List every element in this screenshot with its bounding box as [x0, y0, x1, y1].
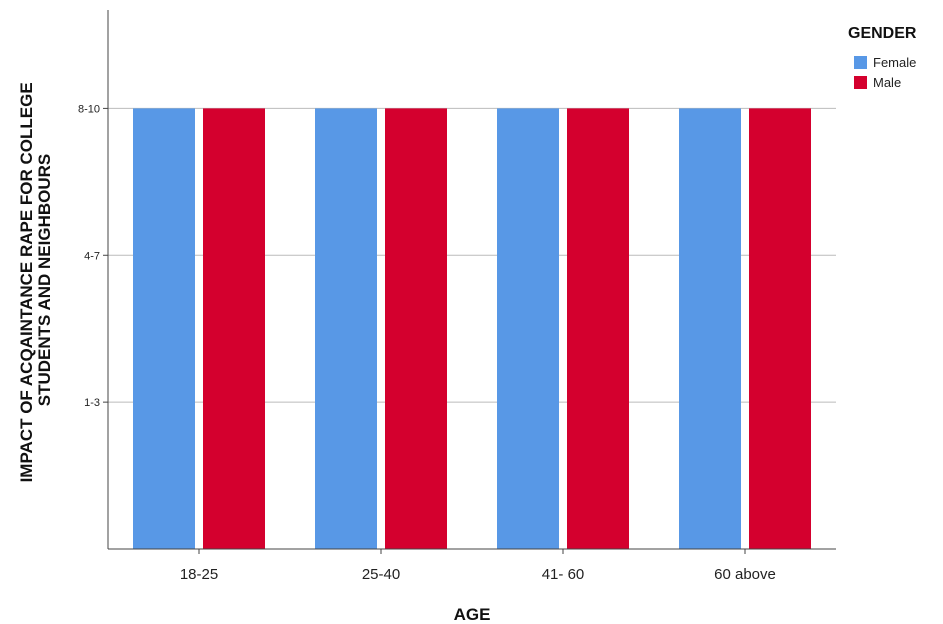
bar-female-1 — [133, 108, 195, 549]
axes — [107, 10, 836, 550]
legend-swatch-female — [854, 56, 867, 69]
legend-swatch-male — [854, 76, 867, 89]
bar-male-3 — [567, 108, 629, 549]
legend-label-male: Male — [873, 75, 901, 90]
legend-label-female: Female — [873, 55, 916, 70]
y-tick-label: 1-3 — [84, 397, 100, 409]
bar-female-4 — [679, 108, 741, 549]
x-tick-labels: 18-25 25-40 41- 60 60 above — [180, 549, 776, 583]
x-axis-title: AGE — [454, 605, 491, 624]
x-tick-label: 41- 60 — [542, 566, 585, 583]
x-tick-label: 18-25 — [180, 566, 218, 583]
bar-female-2 — [315, 108, 377, 549]
y-axis-title-line-1: IMPACT OF ACQAINTANCE RAPE FOR COLLEGE — [17, 82, 36, 482]
legend: GENDER Female Male — [848, 25, 917, 90]
y-axis-title-line-2: STUDENTS AND NEIGHBOURS — [35, 154, 54, 407]
y-tick-labels: 1-3 4-7 8-10 — [78, 103, 108, 409]
y-tick-label: 4-7 — [84, 250, 100, 262]
x-tick-label: 60 above — [714, 566, 776, 583]
bar-male-4 — [749, 108, 811, 549]
bar-female-3 — [497, 108, 559, 549]
x-tick-label: 25-40 — [362, 566, 400, 583]
bars — [133, 108, 811, 549]
bar-male-2 — [385, 108, 447, 549]
y-axis-title: IMPACT OF ACQAINTANCE RAPE FOR COLLEGE S… — [17, 78, 54, 483]
legend-items: Female Male — [854, 55, 916, 90]
y-tick-label: 8-10 — [78, 103, 100, 115]
legend-title: GENDER — [848, 25, 917, 42]
bar-male-1 — [203, 108, 265, 549]
